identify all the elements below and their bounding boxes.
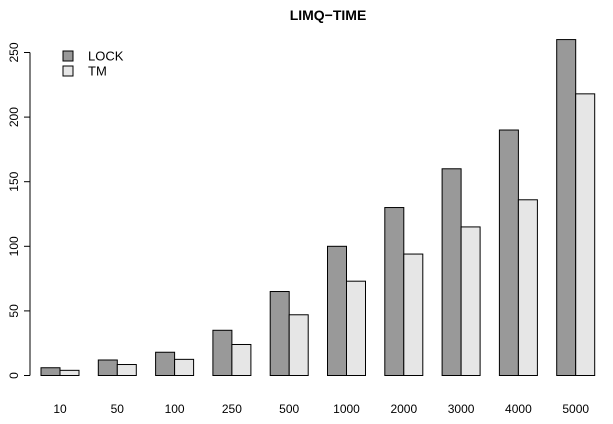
x-tick-label: 10 (53, 402, 67, 416)
bar-lock-100 (155, 351, 176, 376)
legend-swatch-tm (62, 65, 74, 77)
bar-tm-250 (231, 343, 252, 377)
x-tick-label: 4000 (505, 402, 532, 416)
y-tick-label: 0 (7, 372, 21, 379)
chart-title: LIMQ−TIME (290, 7, 367, 23)
bar-tm-500 (288, 314, 309, 376)
x-tick-label: 5000 (562, 402, 589, 416)
bar-tm-50 (116, 364, 137, 377)
bar-tm-10 (59, 369, 80, 377)
x-tick-label: 3000 (448, 402, 475, 416)
bar-lock-50 (97, 359, 118, 377)
bar-lock-2000 (384, 207, 405, 376)
bar-lock-10 (40, 367, 61, 376)
bar-tm-100 (174, 358, 195, 377)
x-tick-label: 2000 (390, 402, 417, 416)
legend-label-tm: TM (88, 64, 107, 79)
y-tick-label: 200 (7, 107, 21, 127)
bar-lock-4000 (498, 129, 519, 376)
legend-swatch-lock (62, 50, 74, 62)
y-tick-label: 100 (7, 236, 21, 256)
bar-tm-4000 (517, 199, 538, 376)
bar-tm-3000 (460, 226, 481, 376)
x-tick-label: 250 (222, 402, 242, 416)
bar-lock-1000 (327, 245, 347, 376)
legend-label-lock: LOCK (88, 49, 124, 64)
y-axis: 0 50 100 150 200 250 (7, 42, 31, 379)
x-tick-label: 50 (111, 402, 125, 416)
y-tick-label: 250 (7, 42, 21, 62)
bars-group (40, 39, 596, 377)
x-tick-label: 500 (279, 402, 299, 416)
bar-tm-2000 (403, 253, 424, 376)
bar-lock-3000 (441, 168, 462, 376)
bar-lock-5000 (556, 39, 577, 377)
bar-lock-250 (212, 329, 233, 376)
y-tick-label: 50 (7, 304, 21, 318)
x-tick-label: 1000 (333, 402, 360, 416)
x-tick-label: 100 (165, 402, 185, 416)
bar-tm-1000 (346, 280, 366, 376)
x-axis-labels: 10 50 100 250 500 1000 2000 3000 4000 5000 (53, 402, 589, 416)
y-tick-label: 150 (7, 171, 21, 191)
bar-lock-500 (269, 291, 290, 376)
bar-tm-5000 (575, 93, 596, 377)
